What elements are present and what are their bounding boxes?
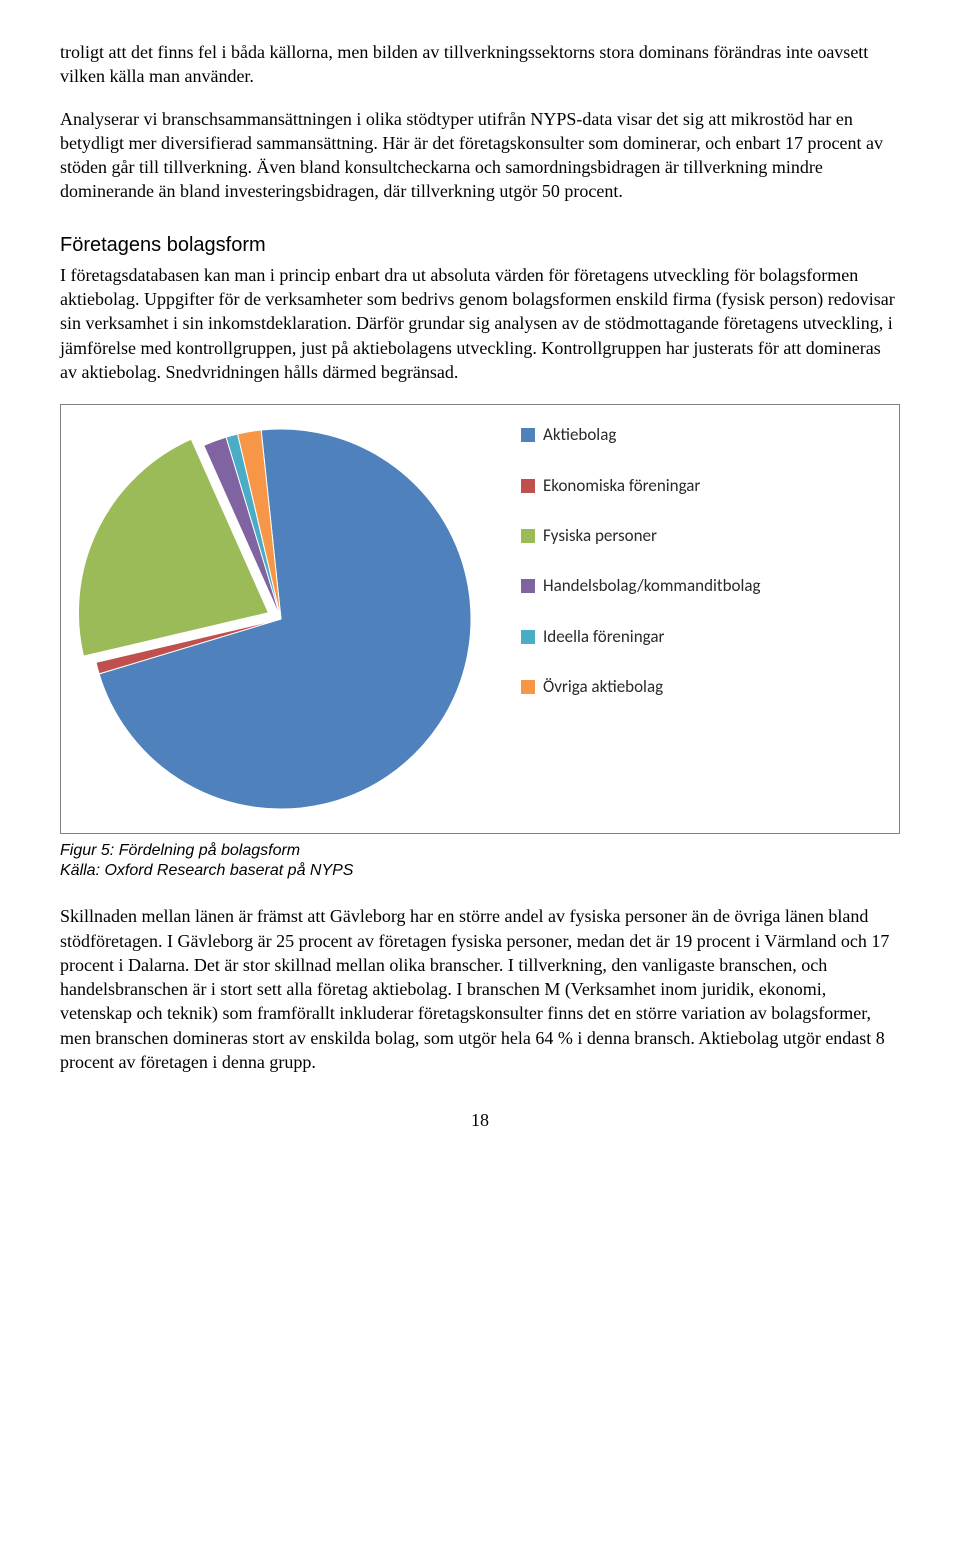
pie-chart-svg (71, 415, 491, 823)
page-number: 18 (60, 1110, 900, 1131)
legend-item-4: Ideella föreningar (521, 627, 841, 647)
legend-label-2: Fysiska personer (543, 526, 657, 546)
legend-swatch-1 (521, 479, 535, 493)
para-1: troligt att det finns fel i båda källorn… (60, 40, 900, 89)
para-2: Analyserar vi branschsammansättningen i … (60, 107, 900, 204)
legend-swatch-5 (521, 680, 535, 694)
chart-legend: Aktiebolag Ekonomiska föreningar Fysiska p… (491, 415, 841, 727)
legend-label-5: Övriga aktiebolag (543, 677, 663, 697)
legend-item-1: Ekonomiska föreningar (521, 476, 841, 496)
figure-box: Aktiebolag Ekonomiska föreningar Fysiska p… (60, 404, 900, 834)
figure-caption: Figur 5: Fördelning på bolagsform (60, 842, 900, 860)
para-spacer (60, 93, 900, 103)
para-4: Skillnaden mellan länen är främst att Gä… (60, 904, 900, 1074)
pie-chart-wrap (71, 415, 491, 823)
legend-swatch-2 (521, 529, 535, 543)
legend-label-0: Aktiebolag (543, 425, 616, 445)
legend-swatch-4 (521, 630, 535, 644)
section-heading: Företagens bolagsform (60, 234, 900, 257)
legend-swatch-3 (521, 579, 535, 593)
legend-item-3: Handelsbolag/kommanditbolag (521, 576, 841, 596)
figure-source: Källa: Oxford Research baserat på NYPS (60, 862, 900, 880)
legend-label-1: Ekonomiska föreningar (543, 476, 700, 496)
page-container: troligt att det finns fel i båda källorn… (0, 0, 960, 1171)
para-3: I företagsdatabasen kan man i princip en… (60, 263, 900, 384)
legend-label-3: Handelsbolag/kommanditbolag (543, 576, 761, 596)
legend-swatch-0 (521, 428, 535, 442)
legend-label-4: Ideella föreningar (543, 627, 664, 647)
legend-item-0: Aktiebolag (521, 425, 841, 445)
intro-paragraphs: troligt att det finns fel i båda källorn… (60, 40, 900, 204)
legend-item-2: Fysiska personer (521, 526, 841, 546)
legend-item-5: Övriga aktiebolag (521, 677, 841, 697)
